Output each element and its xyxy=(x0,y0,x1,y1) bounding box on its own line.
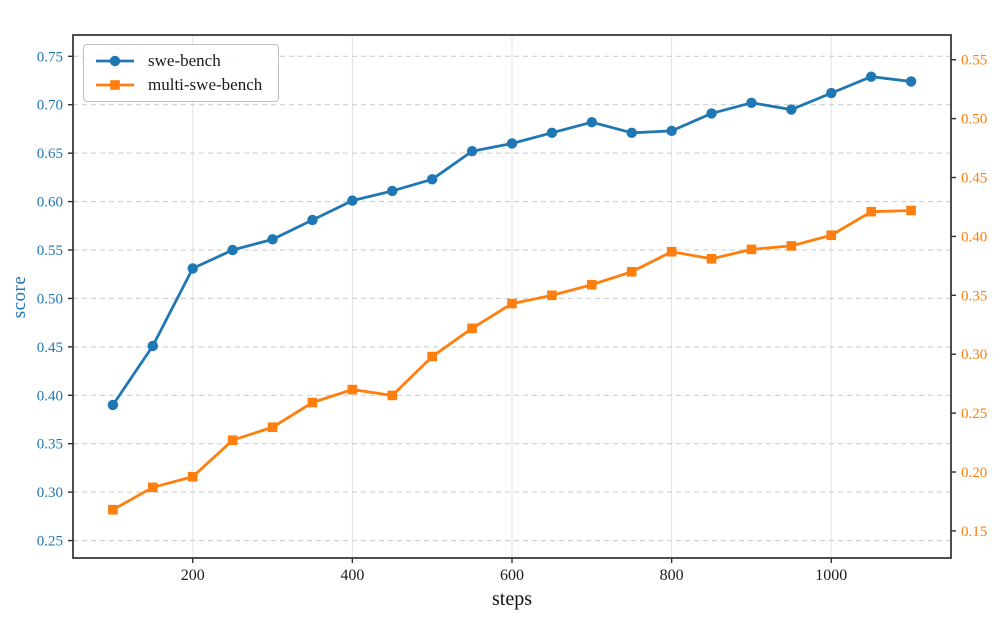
data-point-swe-bench xyxy=(227,244,238,256)
data-point-multi-swe-bench xyxy=(866,206,876,217)
legend-label: swe-bench xyxy=(148,51,221,70)
left-tick-label: 0.25 xyxy=(37,534,63,550)
data-point-multi-swe-bench xyxy=(187,471,198,482)
data-point-swe-bench xyxy=(826,87,837,99)
data-point-multi-swe-bench xyxy=(227,435,238,446)
data-point-swe-bench xyxy=(187,263,198,274)
data-point-multi-swe-bench xyxy=(786,241,797,251)
data-point-multi-swe-bench xyxy=(307,397,318,408)
y-axis-label-left: score xyxy=(9,275,30,319)
legend-sample-circle-icon xyxy=(96,56,134,67)
data-point-swe-bench xyxy=(786,104,797,115)
data-point-swe-bench xyxy=(586,116,598,128)
data-point-swe-bench xyxy=(626,127,637,139)
right-tick-label: 0.40 xyxy=(961,229,987,245)
left-tick-label: 0.70 xyxy=(37,98,63,114)
data-point-swe-bench xyxy=(746,97,757,108)
data-point-swe-bench xyxy=(107,399,119,411)
data-point-multi-swe-bench xyxy=(826,230,837,241)
legend-sample-square-icon xyxy=(96,80,134,90)
left-tick-label: 0.65 xyxy=(37,146,63,162)
left-tick-label: 0.75 xyxy=(37,49,63,65)
right-tick-label: 0.45 xyxy=(961,171,987,187)
data-point-swe-bench xyxy=(307,214,318,226)
right-tick-label: 0.35 xyxy=(961,288,987,304)
data-point-multi-swe-bench xyxy=(706,254,717,264)
data-point-swe-bench xyxy=(147,340,159,352)
data-point-swe-bench xyxy=(466,146,478,157)
legend: swe-bench multi-swe-bench xyxy=(83,44,280,103)
legend-label: multi-swe-bench xyxy=(148,74,263,94)
data-point-multi-swe-bench xyxy=(666,246,677,257)
x-tick-label: 400 xyxy=(340,567,364,584)
right-tick-label: 0.55 xyxy=(961,53,987,69)
left-tick-label: 0.30 xyxy=(37,485,63,501)
data-point-swe-bench xyxy=(506,138,518,149)
x-axis-label: steps xyxy=(492,588,532,610)
x-tick-label: 800 xyxy=(660,567,684,584)
right-tick-label: 0.50 xyxy=(961,112,987,128)
data-point-multi-swe-bench xyxy=(427,351,437,362)
left-tick-label: 0.35 xyxy=(37,437,63,453)
right-tick-label: 0.30 xyxy=(961,347,987,363)
x-tick-label: 1000 xyxy=(815,567,847,584)
data-point-swe-bench xyxy=(387,185,398,197)
data-point-multi-swe-bench xyxy=(387,390,398,401)
legend-item-swe-bench: swe-bench xyxy=(94,51,262,71)
x-tick-label: 200 xyxy=(181,567,205,584)
data-point-swe-bench xyxy=(865,71,877,82)
data-point-multi-swe-bench xyxy=(547,290,557,301)
right-tick-label: 0.20 xyxy=(961,465,987,481)
data-point-multi-swe-bench xyxy=(347,384,358,395)
data-point-swe-bench xyxy=(267,234,278,245)
data-point-swe-bench xyxy=(426,174,438,185)
right-tick-label: 0.15 xyxy=(961,524,987,540)
right-tick-label: 0.25 xyxy=(961,406,987,422)
data-point-multi-swe-bench xyxy=(108,504,118,515)
data-point-multi-swe-bench xyxy=(626,266,637,277)
left-tick-label: 0.50 xyxy=(37,291,63,307)
data-point-multi-swe-bench xyxy=(467,323,477,334)
data-point-multi-swe-bench xyxy=(906,205,916,216)
x-tick-label: 600 xyxy=(500,567,524,584)
legend-item-multi-swe-bench: multi-swe-bench xyxy=(94,74,263,95)
left-tick-label: 0.60 xyxy=(37,195,63,211)
left-tick-label: 0.45 xyxy=(37,340,63,356)
left-tick-label: 0.55 xyxy=(37,243,63,259)
data-point-multi-swe-bench xyxy=(587,279,597,290)
data-point-swe-bench xyxy=(706,108,717,119)
data-point-swe-bench xyxy=(666,125,677,137)
data-point-multi-swe-bench xyxy=(746,244,757,255)
data-point-multi-swe-bench xyxy=(267,422,278,433)
data-point-multi-swe-bench xyxy=(148,482,158,493)
left-tick-label: 0.40 xyxy=(37,388,63,404)
data-point-swe-bench xyxy=(905,76,917,87)
data-point-swe-bench xyxy=(347,195,358,206)
data-point-multi-swe-bench xyxy=(507,298,517,309)
data-point-swe-bench xyxy=(546,127,558,139)
